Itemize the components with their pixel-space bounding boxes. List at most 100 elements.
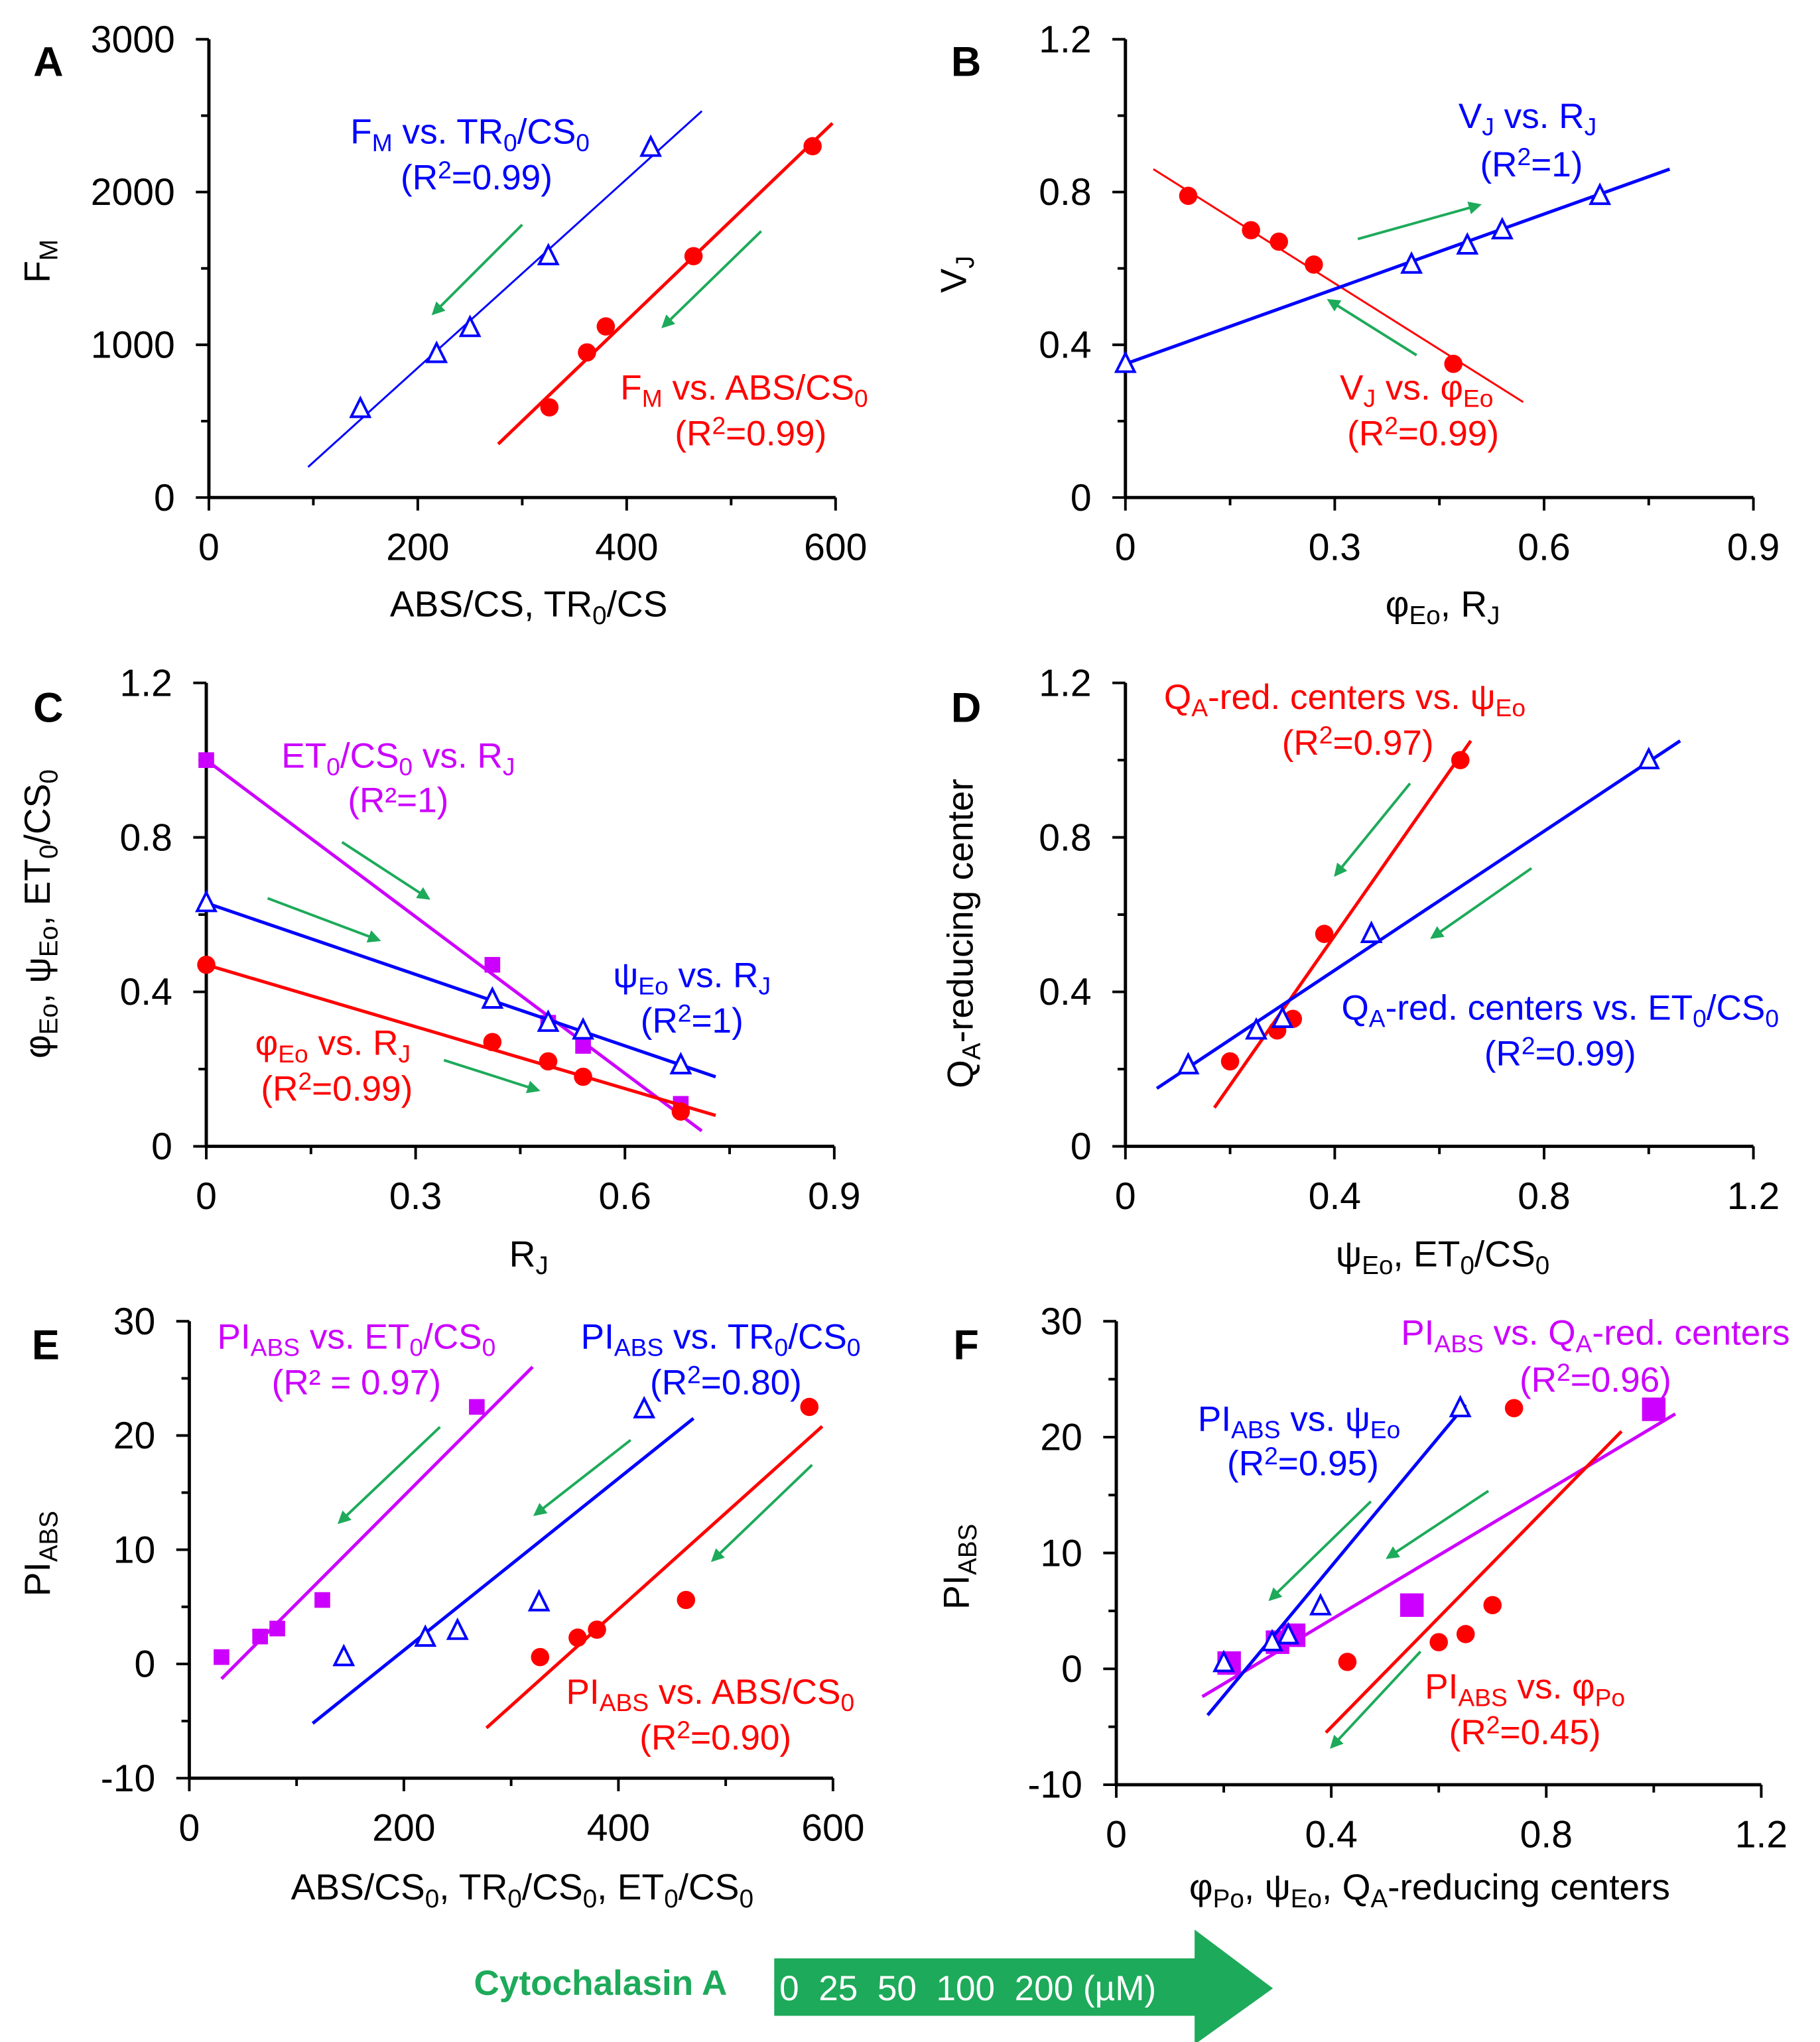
series-label: ψEo​ vs. RJ​ [613,956,771,999]
superscript: 2 [1264,1442,1278,1470]
green-arrow-icon [1330,1650,1422,1749]
data-point-triangle [537,243,560,266]
data-point-square [575,1038,591,1054]
data-point-triangle [537,1009,560,1032]
subscript: Eo [34,926,63,957]
series-label: φEo​ vs. RJ​ [255,1024,411,1068]
x-tick-label: 1.2 [1727,1175,1780,1218]
series-label: PIABS​ vs. TR0​/CS0​ [581,1318,861,1362]
text-segment: ET [281,737,326,776]
text-segment: (R²=1) [348,781,448,820]
data-point-triangle [1309,1592,1332,1616]
text-segment: vs. R [1494,97,1585,136]
text-segment: vs. ABS/CS [649,1673,840,1712]
subscript: 0 [1535,1251,1549,1280]
y-axis-label: QA​-reducing center [939,779,986,1088]
green-arrow-icon [1386,1490,1490,1559]
y-tick-label: 0.8 [119,816,172,859]
text-segment: V [933,269,974,293]
x-tick-label: 0.9 [808,1175,860,1218]
y-axis-label: φEo​, ψEo​, ET0​/CS0​ [17,769,64,1058]
series-blue: FM​ vs. TR0​/CS0​(R2​=0.99) [307,110,703,468]
data-point-circle [568,1628,587,1647]
series-label: PIABS​ vs. φPo​ [1425,1667,1625,1711]
subscript: 0 [664,1885,678,1913]
data-point-circle [197,955,216,974]
text-segment: V [1459,97,1482,136]
y-tick-label: 0.4 [1039,324,1091,367]
series-label: PIABS​ vs. ABS/CS0​ [566,1673,855,1716]
subscript: Eo [1496,694,1526,722]
subscript: Eo [34,1003,63,1035]
text-segment: -reducing center [939,779,980,1043]
series-red: PIABS​ vs. φPo​(R2​=0.45) [1325,1399,1625,1752]
x-tick-label: 0.3 [389,1175,442,1218]
fit-line [1206,1403,1467,1716]
panel-letter: C [33,685,63,732]
data-point-circle [1338,1653,1357,1671]
series-blue: PIABS​ vs. TR0​/CS0​(R2​=0.80) [311,1318,861,1725]
data-point-square [1642,1397,1666,1421]
fit-line [1153,168,1524,403]
subscript: 0 [399,753,413,781]
x-tick-label: 1.2 [1735,1814,1788,1856]
fit-line [497,122,834,446]
y-axis-label: PIABS​ [17,1511,64,1596]
text-segment: φ [255,1024,278,1063]
text-segment: =0.99) [452,159,552,198]
text-segment: (R [639,1718,677,1757]
y-tick-label: 0.4 [119,971,172,1013]
y-tick-label: 0 [154,477,175,519]
data-point-circle [1315,925,1334,943]
y-tick-label: 0 [1061,1648,1082,1691]
panel-c: C 0 0.3 0.6 0.9 0 0.4 0.8 1.2 RJ​ φEo​, ψEo​, ET0​… [17,662,861,1280]
green-arrow-icon [337,1426,441,1525]
subscript: 0 [847,1334,861,1362]
subscript: 0 [576,129,590,157]
text-segment: /CS [1474,1234,1535,1275]
superscript: 2 [1518,143,1531,170]
text-segment: vs. ψ [1281,1400,1370,1439]
series-red: φEo​ vs. RJ​(R2​=0.99) [197,955,716,1121]
text-segment: , ψ [17,957,58,1003]
subscript: 0 [409,1334,423,1362]
data-point-square [252,1628,268,1645]
data-point-triangle [1360,921,1383,943]
subscript: 0 [583,1885,597,1913]
subscript: A [958,1043,986,1060]
y-tick-label: 10 [113,1529,155,1571]
text-segment: φ [1386,583,1409,624]
text-segment: (R [1227,1444,1264,1484]
series-label: PIABS​ vs. ET0​/CS0​ [217,1318,495,1362]
text-segment: , ET [597,1866,664,1907]
text-segment: F [620,369,641,408]
text-segment: vs. TR [663,1318,774,1357]
subscript: 0 [1765,1005,1779,1033]
data-point-circle [677,1590,696,1610]
text-segment: , ET [1393,1234,1460,1275]
text-segment: , ET [17,859,58,926]
text-segment: F [17,261,58,283]
data-point-circle [1269,232,1289,251]
cytochalasin-legend: Cytochalasin A 0 25 50 100 200 (µM) [474,1929,1273,2042]
data-point-triangle [414,1624,437,1647]
text-segment: (R [641,1001,678,1041]
cytochalasin-title: Cytochalasin A [474,1964,728,2003]
text-segment: /CS [788,1318,847,1357]
green-arrow-icon [710,1464,813,1563]
text-segment: =1) [1531,145,1583,184]
panel-letter: D [951,685,981,732]
subscript: Po [1213,1885,1244,1913]
data-point-triangle [1114,350,1137,373]
series-blue: ψEo​ vs. RJ​(R2​=1) [195,889,771,1078]
text-segment: =0.99) [1535,1034,1636,1073]
data-point-circle [578,343,596,362]
data-point-circle [1483,1596,1502,1615]
subscript: Eo [1362,1251,1393,1280]
data-point-circle [1429,1633,1448,1651]
subscript: Eo [278,1040,308,1068]
